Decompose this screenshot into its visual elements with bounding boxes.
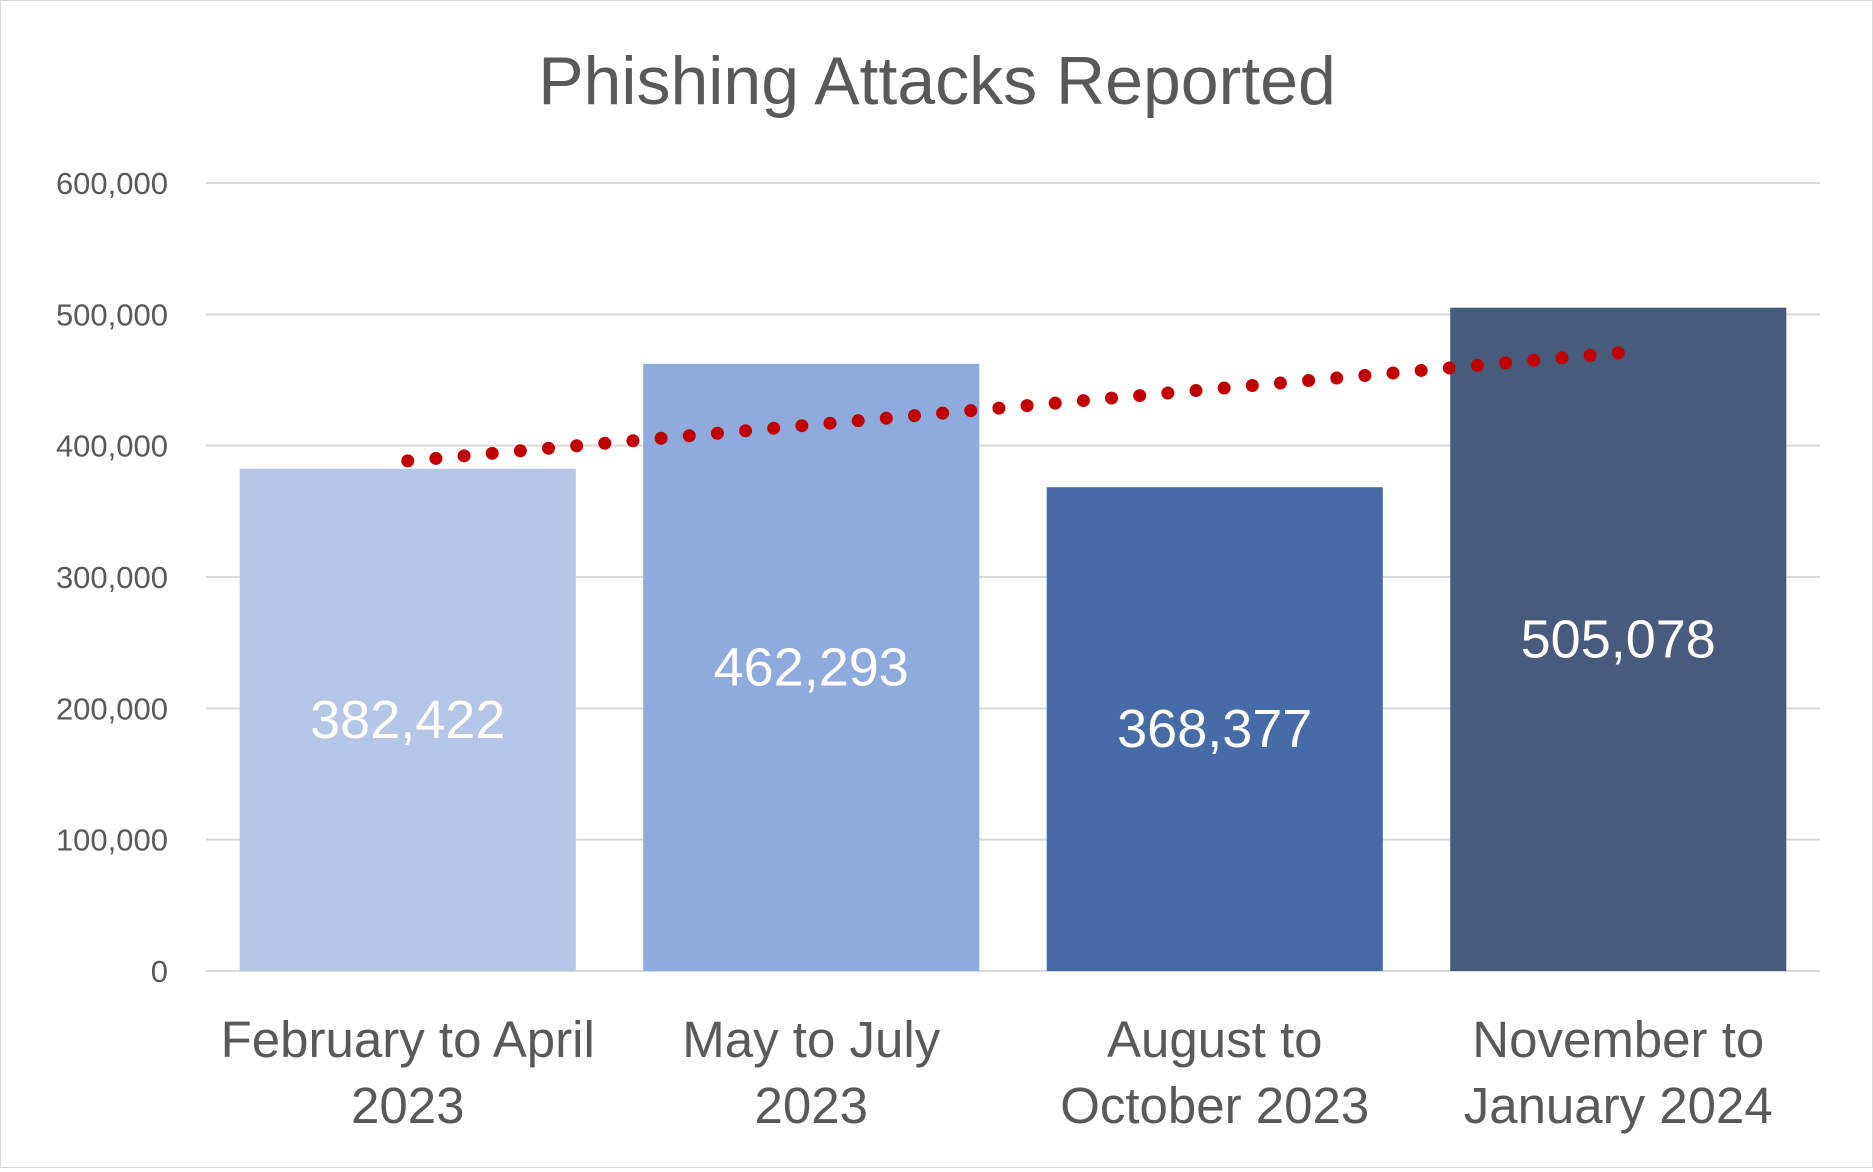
trendline-dot <box>1611 346 1625 360</box>
bar <box>239 468 576 971</box>
trendline-dot <box>1133 389 1147 403</box>
trendline-dot <box>1414 363 1428 377</box>
trendline-dot <box>1358 368 1372 382</box>
trendline-dot <box>626 434 640 448</box>
trendline-dot <box>654 431 668 445</box>
trendline-dot <box>457 449 471 463</box>
x-tick-label: 2023 <box>351 1077 464 1134</box>
trendline-dot <box>1189 384 1203 398</box>
trendline-dot <box>429 451 443 465</box>
trendline-dot <box>682 429 696 443</box>
trendline-dot <box>401 454 415 468</box>
trendline-dot <box>1273 376 1287 390</box>
trendline-dot <box>1386 366 1400 380</box>
trendline-dot <box>485 446 499 460</box>
trendline-dot <box>1470 358 1484 372</box>
y-tick-label: 500,000 <box>56 297 168 332</box>
trendline-dot <box>964 404 978 418</box>
trendline-dot <box>1161 386 1175 400</box>
data-label: 368,377 <box>1117 699 1312 759</box>
x-tick-label: October 2023 <box>1060 1077 1369 1134</box>
y-tick-label: 100,000 <box>56 823 168 858</box>
trendline-dot <box>1048 396 1062 410</box>
trendline-dot <box>879 411 893 425</box>
trendline-dot <box>1105 391 1119 405</box>
trendline-dot <box>739 424 753 438</box>
bar <box>643 363 980 971</box>
trendline-dot <box>936 406 950 420</box>
trendline-dot <box>570 439 584 453</box>
chart-title: Phishing Attacks Reported <box>538 43 1336 119</box>
trendline-dot <box>710 426 724 440</box>
x-tick-label: November to <box>1472 1011 1764 1068</box>
trendline-dot <box>767 421 781 435</box>
y-tick-label: 200,000 <box>56 691 168 726</box>
trendline-dot <box>1302 374 1316 388</box>
trendline-dot <box>795 419 809 433</box>
trendline-dot <box>1583 348 1597 362</box>
x-tick-label: January 2024 <box>1464 1077 1773 1134</box>
trendline-dot <box>1527 353 1541 367</box>
trendline-dot <box>542 441 556 455</box>
bar <box>1450 307 1787 972</box>
trendline-dot <box>823 416 837 430</box>
bar <box>1046 487 1383 971</box>
trendline-dot <box>907 409 921 423</box>
trendline-dot <box>851 414 865 428</box>
x-tick-label: May to July <box>682 1011 940 1068</box>
y-tick-label: 300,000 <box>56 560 168 595</box>
trendline-dot <box>1442 361 1456 375</box>
y-tick-label: 400,000 <box>56 429 168 464</box>
trendline-dot <box>992 401 1006 415</box>
trendline-dot <box>1020 399 1034 413</box>
data-label: 382,422 <box>310 690 505 750</box>
trendline-dot <box>1555 351 1569 365</box>
trendline-dot <box>598 436 612 450</box>
trendline-dot <box>513 444 527 458</box>
y-tick-label: 600,000 <box>56 166 168 201</box>
x-tick-label: 2023 <box>755 1077 868 1134</box>
x-tick-label: August to <box>1107 1011 1322 1068</box>
trendline-dot <box>1330 371 1344 385</box>
trendline-dot <box>1076 394 1090 408</box>
trendline-dot <box>1499 356 1513 370</box>
trendline-dot <box>1217 381 1231 395</box>
data-label: 462,293 <box>714 637 909 697</box>
x-tick-label: February to April <box>221 1011 595 1068</box>
trendline-dot <box>1245 379 1259 393</box>
data-label: 505,078 <box>1521 609 1716 669</box>
y-tick-label: 0 <box>151 954 168 989</box>
